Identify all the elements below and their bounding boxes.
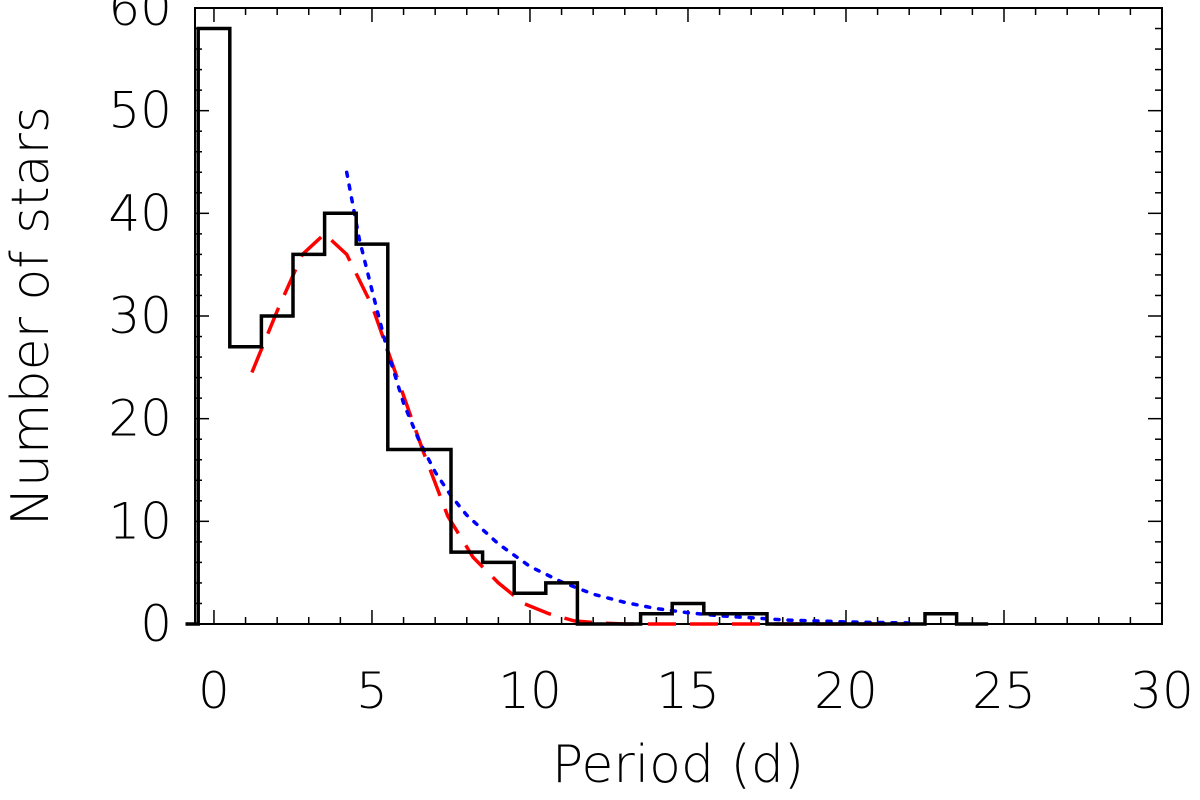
y-axis-title: Number of stars	[1, 106, 61, 526]
y-tick-label: 20	[108, 390, 172, 448]
x-axis-title: Period (d)	[552, 735, 804, 795]
x-tick-label: 25	[972, 662, 1036, 720]
fit-curves	[250, 170, 911, 626]
y-tick-label: 30	[108, 287, 172, 345]
y-tick-label: 10	[108, 492, 172, 550]
plot-frame	[194, 7, 1163, 625]
axis-tick-labels: 0 5 10 15 20 25 30 0 10 20 30 40 50 60	[108, 0, 1193, 720]
x-tick-label: 15	[656, 662, 720, 720]
y-tick-label: 50	[108, 82, 172, 140]
y-tick-label: 0	[140, 595, 172, 653]
fit-curve-dashed	[250, 231, 910, 626]
histogram-step-line	[185, 26, 989, 626]
x-tick-label: 10	[498, 662, 562, 720]
x-tick-label: 0	[198, 662, 230, 720]
fit-curve-dotted	[344, 170, 911, 625]
x-tick-label: 20	[814, 662, 878, 720]
axis-ticks	[195, 7, 1163, 625]
x-tick-label: 5	[356, 662, 388, 720]
x-tick-label: 30	[1130, 662, 1194, 720]
y-tick-label: 60	[108, 0, 172, 37]
y-tick-label: 40	[108, 184, 172, 242]
